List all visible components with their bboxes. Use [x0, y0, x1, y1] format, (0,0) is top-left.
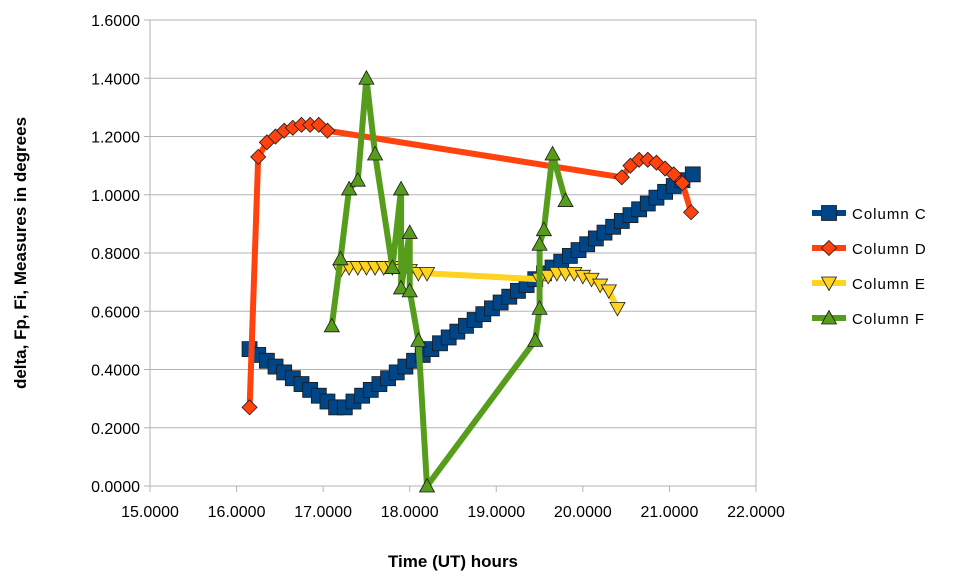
data-point-column-f: [531, 235, 548, 251]
y-tick-label: 0.8000: [91, 246, 140, 263]
x-tick-label: 20.0000: [554, 504, 612, 521]
series-column-d: [241, 116, 700, 416]
data-point-column-d: [674, 175, 691, 192]
y-tick-label: 1.2000: [91, 130, 140, 147]
x-tick-label: 21.0000: [641, 504, 699, 521]
data-point-column-f: [392, 279, 410, 295]
data-point-column-e: [609, 301, 626, 317]
data-point-column-e: [600, 284, 618, 300]
y-tick-label: 1.4000: [91, 71, 140, 88]
y-tick-label: 0.2000: [91, 421, 140, 438]
legend-marker-column-f: [820, 309, 838, 325]
y-tick-label: 0.0000: [91, 479, 140, 496]
series-column-f: [323, 69, 574, 493]
data-point-column-f: [401, 282, 418, 298]
legend-item-column-f: Column F: [812, 309, 925, 328]
data-point-column-f: [349, 171, 366, 187]
series-column-c: [241, 166, 701, 416]
legend-label-column-e: Column E: [852, 276, 926, 293]
legend-marker-column-d: [820, 239, 838, 257]
data-point-column-f: [527, 332, 544, 347]
data-point-column-e: [540, 269, 557, 285]
axis-ticks: 0.0000 0.2000 0.4000 0.6000 0.8000 1.0000 1.20…: [91, 13, 785, 521]
x-tick-label: 17.0000: [294, 504, 352, 521]
data-point-column-d: [250, 148, 267, 165]
x-tick-label: 22.0000: [727, 504, 785, 521]
legend-marker-column-e: [820, 276, 838, 292]
data-point-column-f: [358, 69, 375, 85]
legend: Column C Column D Column E Column F: [812, 205, 927, 328]
data-point-column-f: [401, 224, 418, 240]
data-point-column-f: [531, 300, 548, 315]
series-layer: [241, 69, 701, 493]
data-point-column-d: [613, 169, 630, 186]
data-point-column-f: [557, 192, 574, 207]
y-tick-label: 0.4000: [91, 363, 140, 380]
data-point-column-f: [535, 221, 553, 237]
legend-item-column-c: Column C: [812, 205, 927, 223]
data-point-column-f: [332, 250, 349, 266]
data-point-column-d: [310, 116, 327, 133]
gridlines: [150, 19, 756, 487]
x-tick-label: 19.0000: [467, 504, 525, 521]
x-tick-label: 15.0000: [121, 504, 179, 521]
y-axis-title: delta, Fp, Fi, Measures in degrees: [11, 117, 30, 389]
legend-item-column-e: Column E: [812, 276, 926, 293]
y-tick-label: 1.6000: [91, 13, 140, 30]
data-point-column-d: [319, 122, 336, 139]
legend-marker-column-c: [821, 205, 837, 221]
legend-label-column-d: Column D: [852, 241, 927, 258]
legend-item-column-d: Column D: [812, 239, 927, 258]
data-point-column-c: [684, 166, 701, 183]
data-point-column-f: [384, 259, 401, 274]
data-point-column-f: [340, 180, 358, 196]
y-tick-label: 0.6000: [91, 304, 140, 321]
data-point-column-f: [323, 317, 340, 333]
x-tick-label: 18.0000: [381, 504, 439, 521]
data-point-column-d: [683, 204, 700, 221]
x-tick-label: 16.0000: [208, 504, 266, 521]
data-point-column-d: [665, 166, 682, 183]
data-point-column-f: [418, 477, 436, 493]
data-point-column-f: [392, 180, 410, 196]
data-point-column-f: [410, 332, 427, 347]
data-point-column-f: [544, 145, 561, 161]
data-point-column-f: [366, 145, 384, 161]
data-point-column-e: [418, 266, 436, 282]
x-axis-title: Time (UT) hours: [388, 552, 518, 571]
legend-label-column-c: Column C: [852, 206, 927, 223]
y-tick-label: 1.0000: [91, 188, 140, 205]
data-point-column-d: [241, 399, 258, 416]
legend-label-column-f: Column F: [852, 311, 925, 328]
